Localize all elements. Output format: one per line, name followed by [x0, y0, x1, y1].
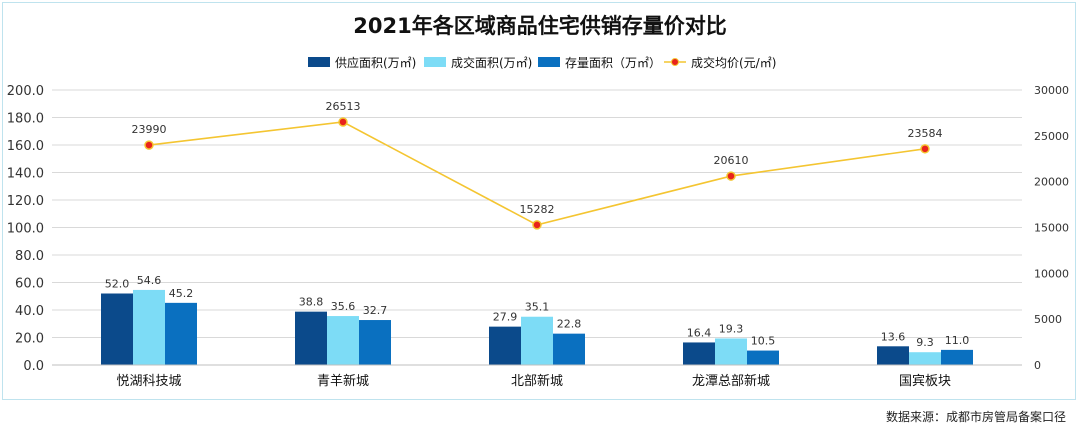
source-note: 数据来源：成都市房管局备案口径 — [885, 410, 1066, 424]
y-left-tick-label: 100.0 — [7, 222, 44, 237]
y-left-tick-label: 160.0 — [7, 139, 44, 154]
x-tick-label: 青羊新城 — [317, 373, 369, 389]
y-right-tick-label: 15000 — [1034, 222, 1069, 235]
legend-swatch-marker — [671, 58, 679, 66]
bar-value-label: 38.8 — [299, 296, 324, 309]
bar-value-label: 13.6 — [881, 330, 906, 343]
legend-label: 成交面积(万㎡) — [451, 55, 532, 70]
bar — [941, 349, 973, 365]
avg-price-label: 23990 — [132, 123, 167, 136]
bar — [683, 342, 715, 365]
avg-price-point — [532, 220, 542, 230]
avg-price-point — [144, 140, 154, 150]
bar-value-label: 35.1 — [525, 301, 550, 314]
x-tick-label: 北部新城 — [511, 373, 563, 389]
bar-value-label: 9.3 — [916, 336, 934, 349]
bar — [747, 350, 779, 365]
y-right-tick-label: 30000 — [1034, 84, 1069, 97]
y-left-tick-label: 140.0 — [7, 167, 44, 182]
y-right-tick-label: 10000 — [1034, 267, 1069, 280]
y-right-tick-label: 25000 — [1034, 130, 1069, 143]
bar-value-label: 35.6 — [331, 300, 356, 313]
legend-label: 供应面积(万㎡) — [335, 55, 416, 70]
legend-label: 成交均价(元/㎡) — [691, 55, 776, 70]
bar-value-label: 16.4 — [687, 326, 712, 339]
avg-price-label: 15282 — [520, 203, 555, 216]
bar-value-label: 10.5 — [751, 335, 776, 348]
y-left-tick-label: 120.0 — [7, 194, 44, 209]
legend-swatch — [308, 57, 330, 67]
avg-price-label: 20610 — [714, 154, 749, 167]
chart-title: 2021年各区域商品住宅供销存量价对比 — [353, 14, 726, 38]
x-tick-label: 国宾板块 — [899, 373, 951, 389]
bar-value-label: 52.0 — [105, 278, 130, 291]
bar-value-label: 27.9 — [493, 311, 518, 324]
bar — [877, 346, 909, 365]
y-left-tick-label: 200.0 — [7, 84, 44, 99]
bar-value-label: 45.2 — [169, 287, 194, 300]
legend-label: 存量面积（万㎡） — [565, 56, 661, 70]
bar-value-label: 22.8 — [557, 318, 582, 331]
bar — [133, 289, 165, 365]
bar — [489, 326, 521, 365]
avg-price-point — [338, 117, 348, 127]
avg-price-label: 26513 — [326, 100, 361, 113]
x-tick-label: 悦湖科技城 — [116, 374, 181, 389]
avg-price-label: 23584 — [908, 127, 943, 140]
bar — [295, 311, 327, 365]
y-left-tick-label: 0.0 — [23, 359, 44, 374]
avg-price-point — [920, 144, 930, 154]
bar — [327, 316, 359, 365]
bar — [101, 293, 133, 365]
y-right-tick-label: 20000 — [1034, 176, 1069, 189]
y-left-tick-label: 20.0 — [15, 332, 44, 347]
bar-value-label: 54.6 — [137, 274, 162, 287]
bar-value-label: 11.0 — [945, 334, 970, 347]
y-left-tick-label: 80.0 — [15, 249, 44, 264]
x-tick-label: 龙潭总部新城 — [692, 373, 770, 389]
y-right-tick-label: 5000 — [1034, 313, 1062, 326]
y-right-tick-label: 0 — [1034, 359, 1041, 372]
bar-value-label: 19.3 — [719, 322, 744, 335]
chart-canvas: 2021年各区域商品住宅供销存量价对比 0.0 20.0 40.0 60.0 80.0 10… — [7, 14, 1069, 389]
bar — [165, 302, 197, 365]
bar — [359, 320, 391, 365]
bar-value-label: 32.7 — [363, 304, 388, 317]
y-left-tick-label: 60.0 — [15, 277, 44, 292]
legend-swatch — [424, 57, 446, 67]
legend-swatch — [538, 57, 560, 67]
y-left-tick-label: 180.0 — [7, 112, 44, 127]
y-left-tick-label: 40.0 — [15, 304, 44, 319]
bar — [715, 338, 747, 365]
bar — [521, 316, 553, 365]
bar — [553, 333, 585, 365]
bar — [909, 352, 941, 365]
avg-price-point — [726, 171, 736, 181]
